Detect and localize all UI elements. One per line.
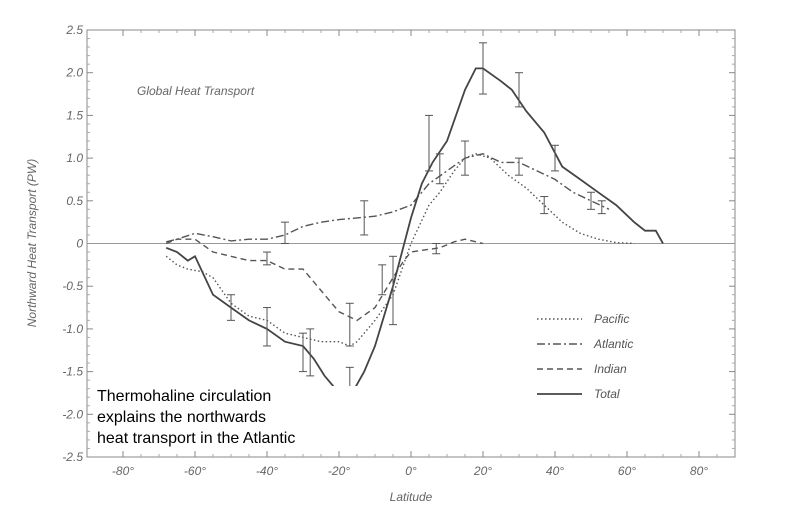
annotation-box: Thermohaline circulation explains the no…: [97, 386, 377, 449]
error-bar: [263, 251, 271, 266]
error-bar: [551, 144, 559, 172]
legend-label-atlantic: Atlantic: [593, 337, 633, 351]
x-tick-label: 60°: [618, 464, 636, 478]
error-bar: [432, 243, 441, 255]
error-bar: [263, 307, 271, 347]
error-bar: [425, 114, 433, 172]
y-tick-label: 2.5: [65, 23, 83, 37]
x-tick-label: -20°: [328, 464, 350, 478]
y-tick-label: 1.0: [66, 151, 83, 165]
error-bar: [299, 332, 307, 373]
error-bar: [435, 153, 444, 185]
y-tick-label: -1.5: [62, 365, 83, 379]
error-bar: [281, 221, 289, 244]
y-axis-label: Northward Heat Transport (PW): [25, 159, 39, 328]
annotation-line-1: Thermohaline circulation: [97, 388, 272, 405]
series-line-pacific: [165, 153, 635, 347]
error-bar: [461, 140, 469, 176]
error-bar: [597, 200, 606, 215]
chart-title: Global Heat Transport: [137, 84, 255, 98]
error-bar: [515, 157, 523, 176]
y-tick-label: 0.5: [66, 194, 83, 208]
annotation-line-3: heat transport in the Atlantic: [97, 430, 296, 447]
error-bar: [227, 294, 235, 321]
x-tick-label: 80°: [690, 464, 708, 478]
y-tick-label: -1.0: [62, 322, 83, 336]
y-tick-label: 0: [76, 237, 83, 251]
x-tick-label: 0°: [405, 464, 417, 478]
x-tick-label: 20°: [473, 464, 492, 478]
legend-label-total: Total: [594, 387, 620, 401]
annotation-line-2: explains the northwards: [97, 409, 266, 426]
axis-tick-labels: 2.5 2.0 1.5 1.0 0.5 0 -0.5 -1.0 -1.5 -2.0 -2.5 -80°…: [62, 23, 708, 478]
y-tick-label: -0.5: [62, 279, 83, 293]
series-line-atlantic: [166, 153, 610, 243]
error-bar: [389, 255, 397, 326]
series-line-total: [165, 67, 664, 399]
error-bar: [540, 196, 549, 215]
x-tick-label: -80°: [112, 464, 134, 478]
y-tick-label: 2.0: [65, 66, 83, 80]
legend-label-pacific: Pacific: [594, 312, 629, 326]
series-line-indian: [165, 238, 484, 322]
error-bar: [515, 72, 523, 108]
y-tick-label: 1.5: [66, 108, 83, 122]
x-tick-label: -60°: [184, 464, 206, 478]
error-bar: [306, 328, 315, 377]
x-tick-label: -40°: [256, 464, 278, 478]
legend: Pacific Atlantic Indian Total: [537, 312, 633, 401]
x-tick-label: 40°: [546, 464, 564, 478]
error-bars: [227, 42, 606, 432]
y-tick-label: -2.5: [62, 450, 83, 464]
error-bar: [378, 264, 387, 296]
series-layer: [165, 67, 664, 399]
error-bar: [479, 42, 487, 95]
axis-ticks: [87, 29, 735, 458]
y-tick-label: -2.0: [62, 407, 83, 421]
error-bar: [587, 191, 595, 210]
error-bar: [360, 200, 369, 236]
x-axis-label: Latitude: [390, 490, 433, 504]
error-bar: [345, 302, 354, 347]
legend-label-indian: Indian: [594, 362, 627, 376]
